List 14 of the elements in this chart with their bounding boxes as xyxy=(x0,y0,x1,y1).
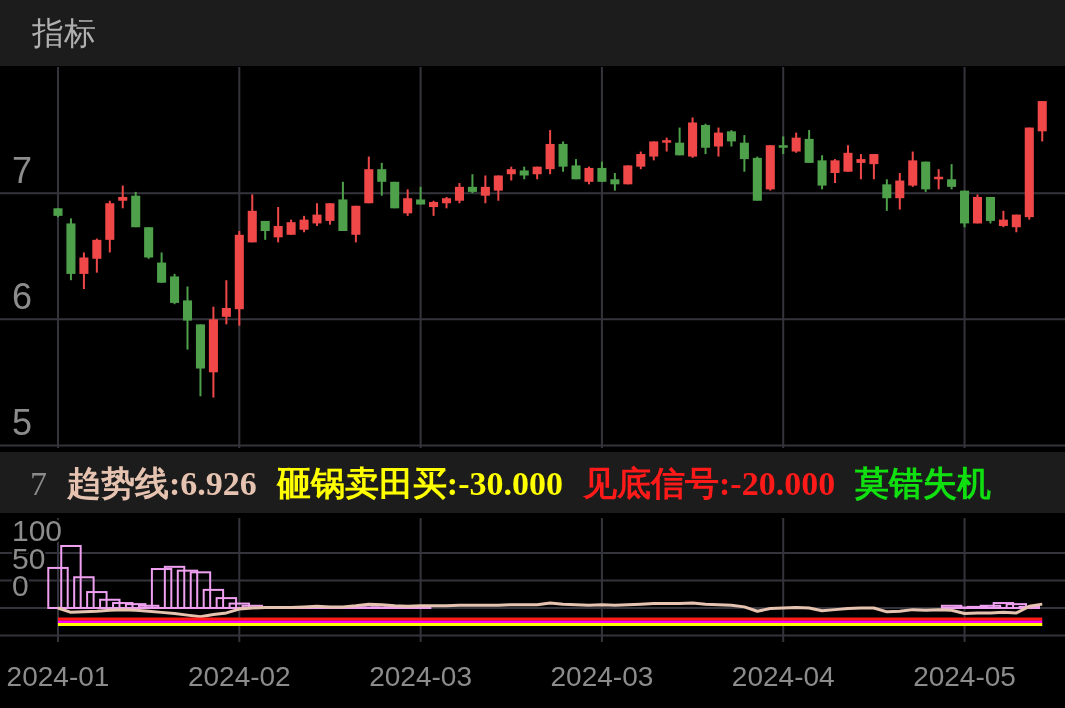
x-tick-label: 2024-03 xyxy=(550,661,654,692)
x-tick-label: 2024-03 xyxy=(369,661,472,692)
x-tick-label: 2024-05 xyxy=(913,661,1016,692)
x-tick-label: 2024-04 xyxy=(731,661,835,692)
text: 趋势线:6.926 xyxy=(66,464,257,502)
text: 见底信号:-20.000 xyxy=(581,464,836,502)
y-tick-label: 6 xyxy=(12,276,33,318)
y-tick-label: 7 xyxy=(12,150,33,192)
text: 砸锅卖田买:-30.000 xyxy=(275,464,563,502)
chart-title: 指标 xyxy=(31,15,96,51)
legend-label: 莫错失机 xyxy=(854,464,992,502)
y-tick-label: 5 xyxy=(12,402,33,444)
x-tick-label: 2024-02 xyxy=(187,661,291,692)
x-tick-label: 2024-01 xyxy=(6,661,110,692)
